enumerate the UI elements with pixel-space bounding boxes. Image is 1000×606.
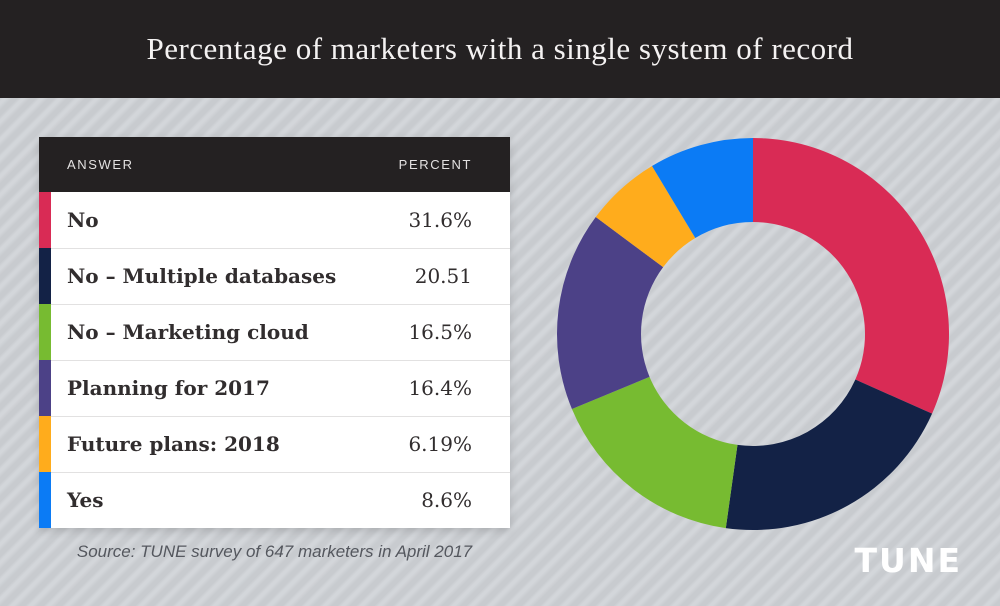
- row-percent-value: 16.5%: [408, 320, 472, 344]
- table-row-1: No – Multiple databases 20.51: [39, 248, 510, 304]
- donut-segment-0: [753, 138, 949, 414]
- tune-logo: TUNE: [854, 541, 962, 580]
- row-percent-value: 16.4%: [408, 376, 472, 400]
- row-answer-label: Planning for 2017: [67, 376, 270, 400]
- table-header-row: ANSWER PERCENT: [39, 137, 510, 192]
- table-row-5: Yes 8.6%: [39, 472, 510, 528]
- source-note: Source: TUNE survey of 647 marketers in …: [76, 542, 473, 561]
- donut-chart-svg: [556, 138, 949, 531]
- row-color-swatch: [39, 304, 51, 360]
- row-percent-value: 31.6%: [408, 208, 472, 232]
- answer-table: ANSWER PERCENT No 31.6% No – Multiple da…: [39, 137, 510, 528]
- row-color-swatch: [39, 416, 51, 472]
- row-answer-label: No – Multiple databases: [67, 264, 337, 288]
- donut-chart: [533, 114, 973, 554]
- table-body: No 31.6% No – Multiple databases 20.51 N…: [39, 192, 510, 528]
- donut-segment-5: [651, 138, 753, 239]
- row-answer-label: No: [67, 208, 99, 232]
- donut-segment-2: [571, 376, 738, 529]
- row-answer-label: Future plans: 2018: [67, 432, 280, 456]
- column-header-answer: ANSWER: [67, 157, 134, 172]
- row-color-swatch: [39, 192, 51, 248]
- title-bar: Percentage of marketers with a single sy…: [0, 0, 1000, 98]
- table-row-4: Future plans: 2018 6.19%: [39, 416, 510, 472]
- table-row-2: No – Marketing cloud 16.5%: [39, 304, 510, 360]
- donut-segment-3: [556, 217, 664, 410]
- row-color-swatch: [39, 248, 51, 304]
- row-answer-label: Yes: [67, 488, 104, 512]
- row-percent-value: 20.51: [414, 264, 472, 288]
- row-color-swatch: [39, 472, 51, 528]
- row-percent-value: 8.6%: [421, 488, 472, 512]
- row-color-swatch: [39, 360, 51, 416]
- row-answer-label: No – Marketing cloud: [67, 320, 309, 344]
- page-title: Percentage of marketers with a single sy…: [146, 31, 854, 66]
- row-percent-value: 6.19%: [408, 432, 472, 456]
- donut-segment-4: [595, 166, 696, 268]
- column-header-percent: PERCENT: [398, 157, 472, 172]
- donut-segment-1: [725, 379, 933, 531]
- table-row-3: Planning for 2017 16.4%: [39, 360, 510, 416]
- table-row-0: No 31.6%: [39, 192, 510, 248]
